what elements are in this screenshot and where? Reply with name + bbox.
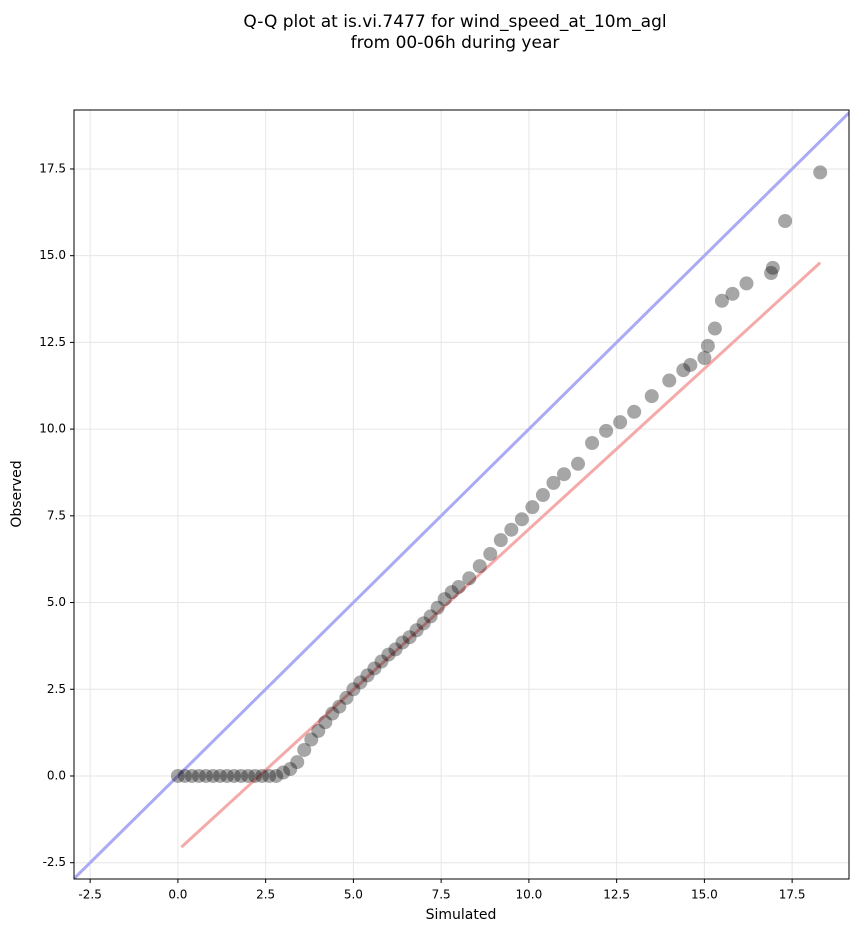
reference-line bbox=[180, 261, 822, 849]
x-tick-label: 2.5 bbox=[256, 888, 275, 902]
point bbox=[683, 357, 698, 372]
y-tick-label: 0.0 bbox=[47, 768, 66, 782]
point bbox=[367, 661, 382, 676]
point bbox=[765, 260, 780, 275]
point bbox=[451, 579, 466, 594]
point bbox=[346, 682, 361, 697]
point bbox=[416, 616, 431, 631]
point bbox=[304, 732, 319, 747]
plot-frame bbox=[73, 109, 850, 880]
point bbox=[227, 768, 242, 783]
point bbox=[381, 647, 396, 662]
point bbox=[599, 423, 614, 438]
point bbox=[725, 286, 740, 301]
y-tick-label: 5.0 bbox=[47, 595, 66, 609]
chart-subtitle: from 00-06h during year bbox=[351, 33, 560, 53]
point bbox=[262, 768, 277, 783]
point bbox=[255, 768, 270, 783]
point bbox=[697, 351, 712, 366]
point bbox=[374, 654, 389, 669]
point bbox=[170, 768, 185, 783]
x-tick-label: 15.0 bbox=[691, 888, 718, 902]
x-tick-label: 0.0 bbox=[168, 888, 187, 902]
point bbox=[764, 266, 779, 281]
point bbox=[332, 699, 347, 714]
point bbox=[402, 630, 417, 645]
point bbox=[318, 715, 333, 730]
point bbox=[714, 293, 729, 308]
point bbox=[644, 389, 659, 404]
point bbox=[707, 321, 722, 336]
point bbox=[472, 559, 487, 574]
y-tick-label: 17.5 bbox=[39, 161, 66, 175]
point bbox=[514, 512, 529, 527]
x-tick-label: 12.5 bbox=[603, 888, 630, 902]
y-axis-label: Observed bbox=[9, 460, 25, 527]
point bbox=[423, 609, 438, 624]
point bbox=[205, 768, 220, 783]
x-tick-label: -2.5 bbox=[78, 888, 101, 902]
point bbox=[177, 768, 192, 783]
point bbox=[504, 522, 519, 537]
x-tick-label: 7.5 bbox=[432, 888, 451, 902]
point bbox=[556, 467, 571, 482]
point bbox=[339, 690, 354, 705]
point bbox=[353, 675, 368, 690]
chart-title: Q-Q plot at is.vi.7477 for wind_speed_at… bbox=[243, 12, 666, 32]
y-tick-label: 10.0 bbox=[39, 422, 66, 436]
point bbox=[297, 742, 312, 757]
point bbox=[213, 768, 228, 783]
x-tick-label: 10.0 bbox=[516, 888, 543, 902]
point bbox=[525, 500, 540, 515]
point bbox=[234, 768, 249, 783]
point bbox=[198, 768, 213, 783]
point bbox=[290, 755, 305, 770]
point bbox=[191, 768, 206, 783]
y-tick-label: 15.0 bbox=[39, 248, 66, 262]
point bbox=[395, 635, 410, 650]
point bbox=[437, 592, 452, 607]
point bbox=[220, 768, 235, 783]
point bbox=[462, 571, 477, 586]
point bbox=[676, 363, 691, 378]
point bbox=[248, 768, 263, 783]
point bbox=[493, 533, 508, 548]
point bbox=[409, 623, 424, 638]
point bbox=[546, 475, 561, 490]
y-tick-label: 2.5 bbox=[47, 682, 66, 696]
point bbox=[613, 415, 628, 430]
point bbox=[585, 435, 600, 450]
reference-line bbox=[74, 111, 849, 879]
y-tick-label: 12.5 bbox=[39, 335, 66, 349]
point bbox=[535, 488, 550, 503]
point bbox=[571, 456, 586, 471]
plot-area bbox=[74, 111, 849, 879]
point bbox=[311, 723, 326, 738]
point bbox=[627, 404, 642, 419]
point bbox=[778, 213, 793, 228]
point bbox=[325, 706, 340, 721]
point bbox=[276, 765, 291, 780]
point bbox=[360, 668, 375, 683]
y-tick-label: 7.5 bbox=[47, 508, 66, 522]
point bbox=[430, 600, 445, 615]
point bbox=[662, 373, 677, 388]
x-tick-label: 17.5 bbox=[779, 888, 806, 902]
y-tick-label: -2.5 bbox=[43, 855, 66, 869]
point bbox=[269, 768, 284, 783]
point bbox=[700, 338, 715, 353]
point bbox=[813, 165, 828, 180]
x-tick-label: 5.0 bbox=[344, 888, 363, 902]
x-axis-label: Simulated bbox=[426, 907, 497, 923]
point bbox=[388, 642, 403, 657]
point bbox=[241, 768, 256, 783]
point bbox=[184, 768, 199, 783]
point bbox=[739, 276, 754, 291]
point bbox=[444, 585, 459, 600]
point bbox=[283, 762, 298, 777]
point bbox=[483, 546, 498, 561]
